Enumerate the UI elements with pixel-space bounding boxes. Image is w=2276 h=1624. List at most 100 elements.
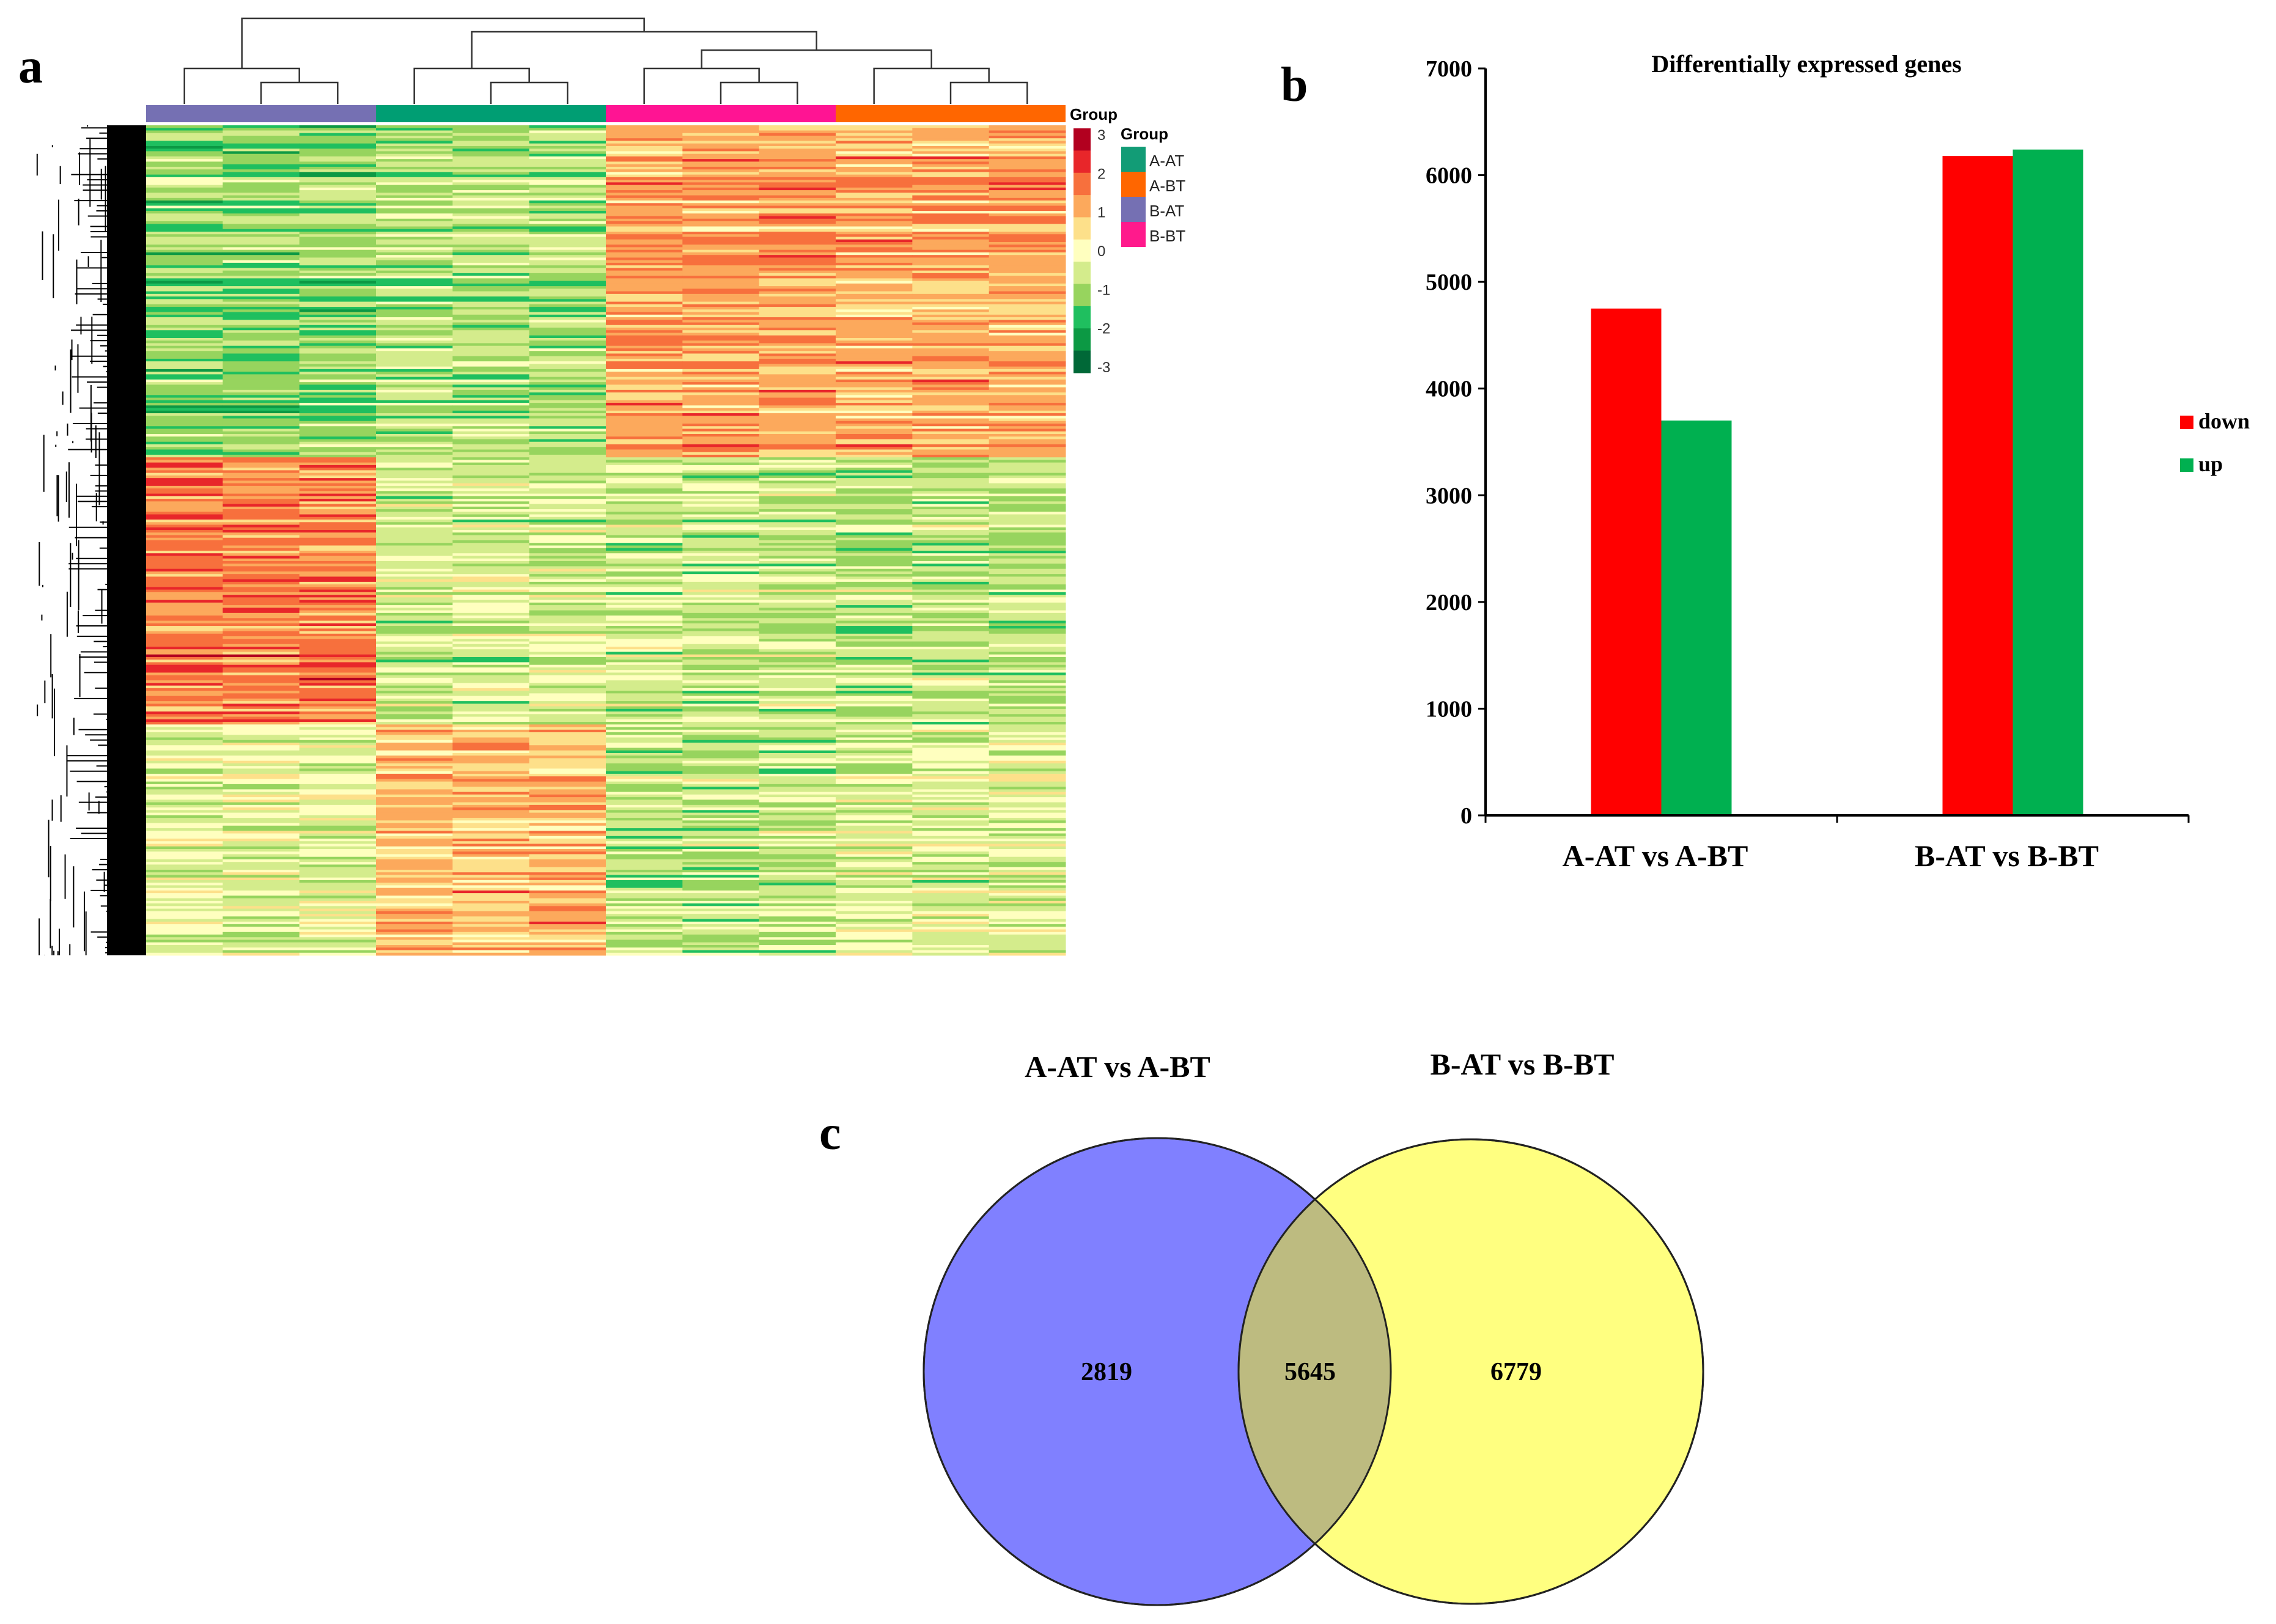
heatmap-cell <box>146 231 223 235</box>
heatmap-cell <box>223 291 300 295</box>
heatmap-cell <box>529 898 606 902</box>
heatmap-cell <box>989 602 1066 606</box>
heatmap-cell <box>452 392 530 395</box>
heatmap-cell <box>529 841 606 845</box>
heatmap-cell <box>452 351 530 354</box>
heatmap-cell <box>606 454 683 458</box>
heatmap-cell <box>223 239 300 243</box>
heatmap-cell <box>836 317 913 320</box>
heatmap-cell <box>989 291 1066 295</box>
heatmap-cell <box>223 711 300 715</box>
heatmap-cell <box>376 680 453 683</box>
heatmap-cell <box>759 454 836 458</box>
heatmap-cell <box>146 182 223 186</box>
heatmap-cell <box>606 566 683 570</box>
heatmap-cell <box>682 128 760 131</box>
heatmap-cell <box>912 216 990 219</box>
heatmap-cell <box>223 768 300 772</box>
heatmap-cell <box>759 434 836 437</box>
heatmap-cell <box>376 794 453 798</box>
heatmap-cell <box>682 283 760 287</box>
heatmap-cell <box>606 226 683 230</box>
heatmap-cell <box>989 831 1066 834</box>
heatmap-cell <box>452 447 530 450</box>
heatmap-cell <box>759 937 836 941</box>
heatmap-cell <box>836 828 913 831</box>
heatmap-cell <box>223 224 300 227</box>
heatmap-cell <box>376 468 453 471</box>
heatmap-cell <box>836 752 913 756</box>
heatmap-cell <box>529 584 606 587</box>
heatmap-cell <box>989 781 1066 785</box>
heatmap-cell <box>529 633 606 637</box>
heatmap-cell <box>299 633 377 637</box>
heatmap-cell <box>376 649 453 652</box>
heatmap-cell <box>606 501 683 505</box>
heatmap-cell <box>376 226 453 230</box>
heatmap-cell <box>759 641 836 645</box>
heatmap-cell <box>452 506 530 510</box>
heatmap-cell <box>146 203 223 207</box>
heatmap-cell <box>299 935 377 938</box>
heatmap-cell <box>146 748 223 751</box>
heatmap-cell <box>376 530 453 533</box>
heatmap-cell <box>989 128 1066 131</box>
heatmap-cell <box>529 374 606 378</box>
heatmap-cell <box>606 768 683 772</box>
heatmap-cell <box>299 153 377 157</box>
heatmap-cell <box>376 208 453 211</box>
heatmap-cell <box>146 802 223 806</box>
heatmap-cell <box>223 839 300 842</box>
heatmap-cell <box>529 867 606 870</box>
heatmap-cell <box>759 887 836 891</box>
heatmap-cell <box>223 268 300 271</box>
heatmap-cell <box>759 823 836 826</box>
heatmap-cell <box>452 939 530 943</box>
heatmap-cell <box>606 576 683 580</box>
heatmap-cell <box>759 185 836 188</box>
heatmap-cell <box>299 462 377 466</box>
heatmap-cell <box>299 656 377 660</box>
heatmap-cell <box>529 649 606 652</box>
heatmap-cell <box>606 568 683 572</box>
heatmap-cell <box>376 942 453 946</box>
heatmap-cell <box>299 540 377 543</box>
heatmap-cell <box>682 605 760 608</box>
heatmap-cell <box>912 797 990 800</box>
heatmap-cell <box>606 755 683 759</box>
heatmap-cell <box>606 639 683 642</box>
heatmap-cell <box>529 597 606 601</box>
heatmap-cell <box>912 426 990 430</box>
heatmap-cell <box>529 330 606 333</box>
legend-label: A-AT <box>1149 152 1184 170</box>
heatmap-cell <box>223 278 300 282</box>
heatmap-cell <box>912 384 990 388</box>
heatmap-cell <box>836 221 913 224</box>
heatmap-cell <box>223 706 300 710</box>
heatmap-cell <box>223 389 300 393</box>
heatmap-cell <box>836 130 913 134</box>
heatmap-cell <box>299 366 377 370</box>
heatmap-cell <box>529 771 606 774</box>
heatmap-cell <box>452 771 530 774</box>
heatmap-cell <box>223 792 300 795</box>
heatmap-cell <box>912 491 990 494</box>
heatmap-cell <box>989 771 1066 774</box>
heatmap-cell <box>529 333 606 336</box>
heatmap-cell <box>529 504 606 507</box>
heatmap-cell <box>146 787 223 790</box>
heatmap-cell <box>606 893 683 896</box>
heatmap-cell <box>836 947 913 951</box>
heatmap-cell <box>452 462 530 466</box>
heatmap-cell <box>146 758 223 762</box>
heatmap-cell <box>146 543 223 546</box>
heatmap-cell <box>759 752 836 756</box>
heatmap-cell <box>452 543 530 546</box>
heatmap-cell <box>836 169 913 172</box>
heatmap-cell <box>606 291 683 295</box>
heatmap-cell <box>223 633 300 637</box>
heatmap-cell <box>606 685 683 689</box>
heatmap-cell <box>376 418 453 422</box>
heatmap-cell <box>223 911 300 914</box>
heatmap-cell <box>836 470 913 474</box>
